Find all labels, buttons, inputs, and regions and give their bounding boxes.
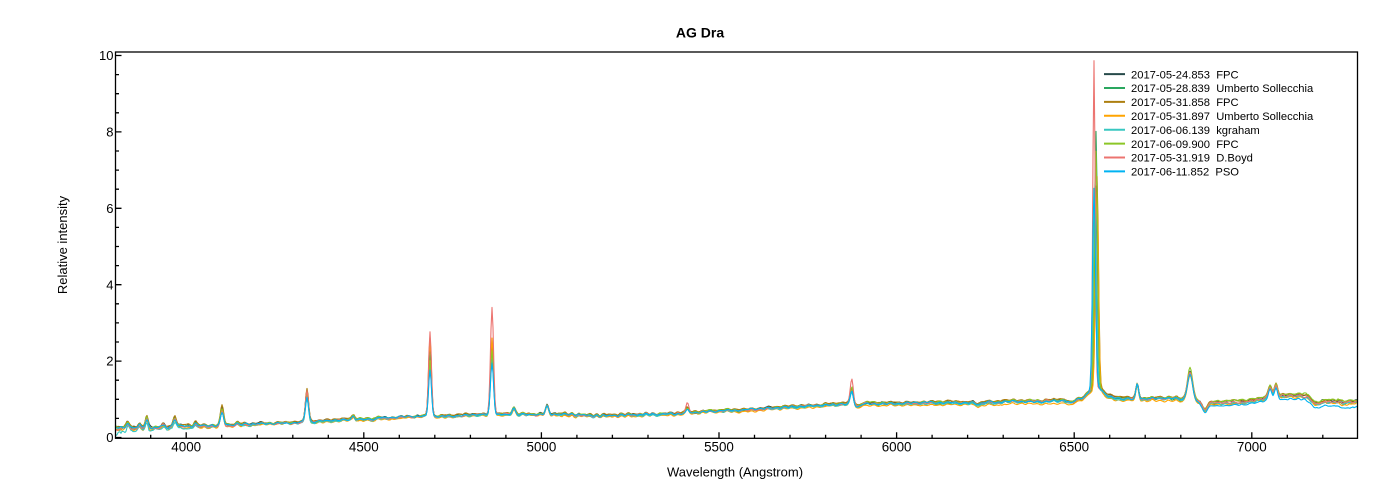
svg-text:Relative intensity: Relative intensity	[55, 195, 70, 294]
svg-text:4500: 4500	[349, 440, 379, 455]
svg-text:4: 4	[106, 277, 113, 292]
svg-text:2017-05-31.897 Umberto Sollec: 2017-05-31.897 Umberto Sollecchia	[1131, 111, 1314, 123]
svg-text:7000: 7000	[1237, 440, 1267, 455]
svg-text:10: 10	[99, 48, 113, 63]
svg-text:5500: 5500	[704, 440, 734, 455]
svg-text:5000: 5000	[527, 440, 557, 455]
svg-text:0: 0	[106, 430, 113, 445]
svg-text:AG Dra: AG Dra	[676, 25, 724, 41]
svg-text:4000: 4000	[171, 440, 201, 455]
svg-text:2017-06-06.139 kgraham: 2017-06-06.139 kgraham	[1131, 125, 1260, 137]
svg-text:2017-05-24.853 FPC: 2017-05-24.853 FPC	[1131, 69, 1239, 81]
svg-text:2017-05-31.858 FPC: 2017-05-31.858 FPC	[1131, 97, 1239, 109]
svg-text:8: 8	[106, 125, 113, 140]
svg-text:2017-06-09.900 FPC: 2017-06-09.900 FPC	[1131, 139, 1239, 151]
svg-text:6: 6	[106, 201, 113, 216]
svg-text:6500: 6500	[1059, 440, 1089, 455]
svg-text:2017-05-31.919 D.Boyd: 2017-05-31.919 D.Boyd	[1131, 153, 1253, 165]
svg-text:Wavelength (Angstrom): Wavelength (Angstrom)	[667, 465, 803, 480]
svg-text:2017-05-28.839 Umberto Sollec: 2017-05-28.839 Umberto Sollecchia	[1131, 83, 1314, 95]
svg-text:2: 2	[106, 354, 113, 369]
svg-text:2017-06-11.852 PSO: 2017-06-11.852 PSO	[1131, 167, 1239, 179]
svg-text:6000: 6000	[882, 440, 912, 455]
